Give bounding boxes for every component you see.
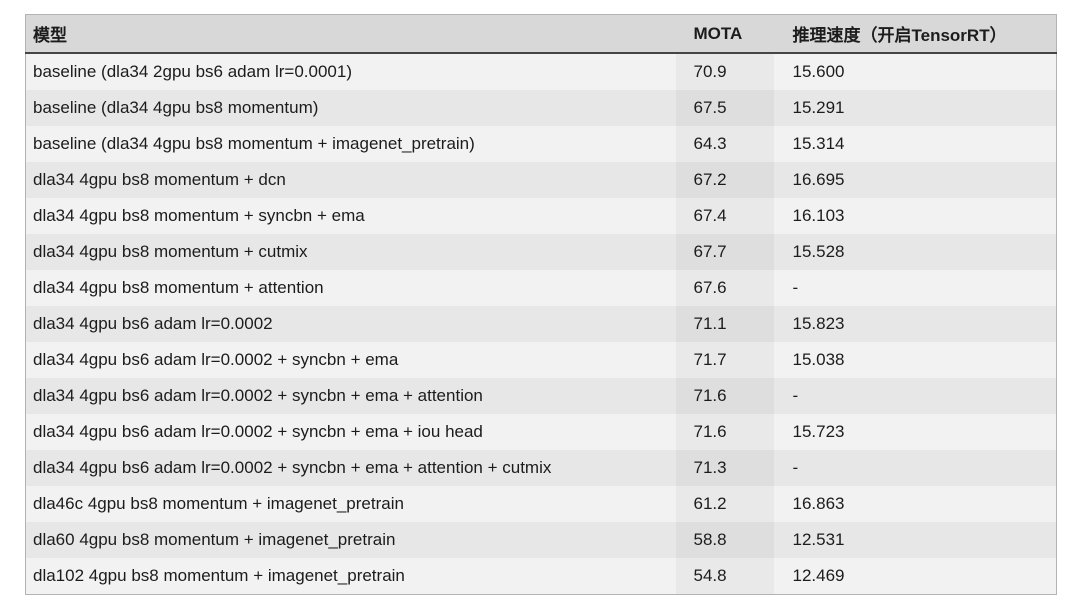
table-body: baseline (dla34 2gpu bs6 adam lr=0.0001)… — [25, 53, 1057, 595]
mota-cell: 67.5 — [675, 90, 774, 126]
table-row: dla34 4gpu bs6 adam lr=0.0002 + syncbn +… — [25, 450, 1057, 486]
table-row: dla102 4gpu bs8 momentum + imagenet_pret… — [25, 558, 1057, 595]
mota-cell: 67.4 — [675, 198, 774, 234]
mota-cell: 71.3 — [675, 450, 774, 486]
model-cell: dla34 4gpu bs8 momentum + attention — [25, 270, 676, 306]
model-cell: dla34 4gpu bs6 adam lr=0.0002 + syncbn +… — [25, 414, 676, 450]
mota-cell: 64.3 — [675, 126, 774, 162]
table-header: 模型 MOTA 推理速度（开启TensorRT） — [25, 14, 1057, 54]
mota-cell: 70.9 — [675, 53, 774, 90]
model-cell: dla34 4gpu bs6 adam lr=0.0002 + syncbn +… — [25, 450, 676, 486]
speed-cell: - — [773, 378, 1057, 414]
speed-cell: 12.469 — [773, 558, 1057, 595]
mota-cell: 67.6 — [675, 270, 774, 306]
model-cell: dla60 4gpu bs8 momentum + imagenet_pretr… — [25, 522, 676, 558]
table-row: dla34 4gpu bs8 momentum + attention 67.6- — [25, 270, 1057, 306]
speed-cell: 16.103 — [773, 198, 1057, 234]
model-cell: dla34 4gpu bs8 momentum + dcn — [25, 162, 676, 198]
table-row: dla34 4gpu bs6 adam lr=0.0002 + syncbn +… — [25, 378, 1057, 414]
mota-cell: 67.7 — [675, 234, 774, 270]
table-row: baseline (dla34 4gpu bs8 momentum) 67.5 15… — [25, 90, 1057, 126]
speed-cell: 15.723 — [773, 414, 1057, 450]
model-cell: dla46c 4gpu bs8 momentum + imagenet_pret… — [25, 486, 676, 522]
speed-cell: 15.823 — [773, 306, 1057, 342]
model-cell: dla34 4gpu bs8 momentum + syncbn + ema — [25, 198, 676, 234]
column-header-speed: 推理速度（开启TensorRT） — [773, 14, 1057, 54]
header-row: 模型 MOTA 推理速度（开启TensorRT） — [25, 14, 1057, 54]
column-header-model: 模型 — [25, 14, 676, 54]
speed-cell: 15.600 — [773, 53, 1057, 90]
table-row: dla34 4gpu bs8 momentum + dcn 67.2 16.695 — [25, 162, 1057, 198]
table-row: dla46c 4gpu bs8 momentum + imagenet_pret… — [25, 486, 1057, 522]
mota-cell: 67.2 — [675, 162, 774, 198]
mota-cell: 71.6 — [675, 378, 774, 414]
table-row: baseline (dla34 2gpu bs6 adam lr=0.0001)… — [25, 53, 1057, 90]
model-benchmark-table-wrap: 模型 MOTA 推理速度（开启TensorRT） baseline (dla34… — [25, 14, 1057, 595]
mota-cell: 71.1 — [675, 306, 774, 342]
mota-cell: 71.7 — [675, 342, 774, 378]
table-row: dla34 4gpu bs8 momentum + syncbn + ema 67… — [25, 198, 1057, 234]
table-row: dla34 4gpu bs6 adam lr=0.0002 + syncbn +… — [25, 414, 1057, 450]
model-cell: dla34 4gpu bs8 momentum + cutmix — [25, 234, 676, 270]
mota-cell: 71.6 — [675, 414, 774, 450]
model-cell: baseline (dla34 4gpu bs8 momentum) — [25, 90, 676, 126]
speed-cell: 15.314 — [773, 126, 1057, 162]
model-cell: dla34 4gpu bs6 adam lr=0.0002 — [25, 306, 676, 342]
speed-cell: 16.863 — [773, 486, 1057, 522]
model-cell: baseline (dla34 2gpu bs6 adam lr=0.0001) — [25, 53, 676, 90]
column-header-mota: MOTA — [675, 14, 774, 54]
mota-cell: 58.8 — [675, 522, 774, 558]
model-cell: dla34 4gpu bs6 adam lr=0.0002 + syncbn +… — [25, 342, 676, 378]
speed-cell: 15.038 — [773, 342, 1057, 378]
model-cell: baseline (dla34 4gpu bs8 momentum + imag… — [25, 126, 676, 162]
mota-cell: 54.8 — [675, 558, 774, 595]
model-cell: dla102 4gpu bs8 momentum + imagenet_pret… — [25, 558, 676, 595]
speed-cell: 12.531 — [773, 522, 1057, 558]
speed-cell: 15.291 — [773, 90, 1057, 126]
model-benchmark-table: 模型 MOTA 推理速度（开启TensorRT） baseline (dla34… — [25, 14, 1057, 595]
table-row: dla60 4gpu bs8 momentum + imagenet_pretr… — [25, 522, 1057, 558]
model-cell: dla34 4gpu bs6 adam lr=0.0002 + syncbn +… — [25, 378, 676, 414]
mota-cell: 61.2 — [675, 486, 774, 522]
table-row: dla34 4gpu bs8 momentum + cutmix 67.7 15.5… — [25, 234, 1057, 270]
speed-cell: 16.695 — [773, 162, 1057, 198]
table-row: baseline (dla34 4gpu bs8 momentum + imag… — [25, 126, 1057, 162]
speed-cell: - — [773, 270, 1057, 306]
table-row: dla34 4gpu bs6 adam lr=0.0002 + syncbn +… — [25, 342, 1057, 378]
speed-cell: 15.528 — [773, 234, 1057, 270]
table-row: dla34 4gpu bs6 adam lr=0.0002 71.1 15.823 — [25, 306, 1057, 342]
speed-cell: - — [773, 450, 1057, 486]
